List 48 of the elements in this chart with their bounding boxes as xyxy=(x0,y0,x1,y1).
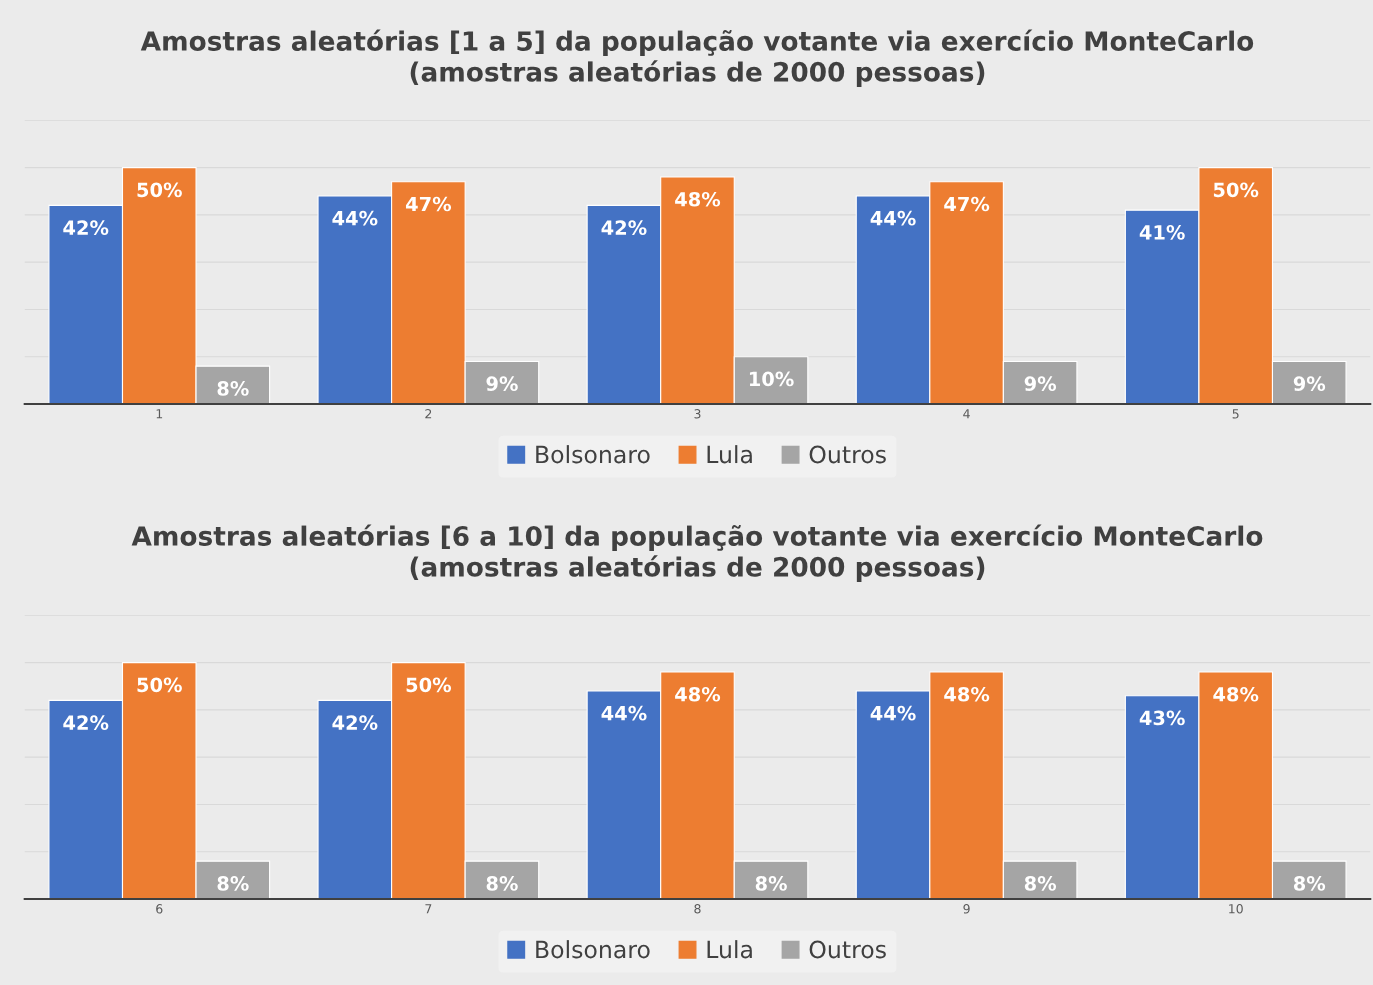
data-label: 44% xyxy=(332,210,378,226)
data-label: 43% xyxy=(1139,710,1185,726)
legend-label: Lula xyxy=(707,940,752,959)
legend-label: Outros xyxy=(809,940,886,959)
data-label: 48% xyxy=(675,686,721,702)
data-label: 44% xyxy=(870,705,916,721)
x-tick-label: 4 xyxy=(963,409,970,419)
data-label: 9% xyxy=(486,376,518,392)
data-label: 47% xyxy=(405,196,452,212)
x-tick-label: 10 xyxy=(1229,904,1243,914)
x-tick-label: 2 xyxy=(425,409,432,419)
data-label: 48% xyxy=(675,191,721,207)
x-tick-label: 1 xyxy=(156,409,163,419)
data-label: 41% xyxy=(1139,225,1185,240)
legend-label: Lula xyxy=(707,445,752,464)
x-tick-label: 6 xyxy=(156,904,163,914)
x-tick-label: 9 xyxy=(963,904,970,914)
data-label: 9% xyxy=(1293,376,1326,392)
data-label: 50% xyxy=(406,677,452,693)
data-label: 42% xyxy=(601,220,647,235)
data-label: 42% xyxy=(63,220,109,235)
data-label: 8% xyxy=(755,876,787,891)
data-label: 8% xyxy=(1293,876,1326,891)
chart-title: Amostras aleatórias [1 a 5] da população votante via exercício MonteCarlo (amostras aleatórias de 2000 pessoas) xyxy=(140,29,1254,87)
data-label: 44% xyxy=(870,210,916,226)
data-label: 10% xyxy=(749,371,794,387)
data-label: 9% xyxy=(1024,376,1057,392)
x-tick-label: 5 xyxy=(1232,409,1239,419)
data-label: 42% xyxy=(63,715,109,730)
x-tick-label: 3 xyxy=(694,409,701,419)
data-label: 50% xyxy=(1213,182,1259,198)
legend-label: Bolsonaro xyxy=(536,445,650,464)
data-label: 8% xyxy=(486,876,518,891)
legend-label: Bolsonaro xyxy=(536,940,650,959)
data-label: 8% xyxy=(217,381,249,396)
x-tick-label: 7 xyxy=(425,904,432,914)
data-label: 8% xyxy=(1024,876,1057,891)
data-label: 50% xyxy=(137,182,182,198)
legend-label: Outros xyxy=(809,445,886,464)
data-label: 50% xyxy=(137,677,182,693)
data-label: 48% xyxy=(944,686,990,702)
data-label: 42% xyxy=(332,715,378,730)
x-tick-label: 8 xyxy=(694,904,701,914)
data-label: 8% xyxy=(217,876,249,891)
chart-title: Amostras aleatórias [6 a 10] da população votante via exercício MonteCarlo (amostras aleatórias de 2000 pessoas) xyxy=(131,524,1263,582)
data-label: 47% xyxy=(944,196,990,212)
data-label: 48% xyxy=(1213,686,1259,702)
data-label: 44% xyxy=(601,705,647,721)
